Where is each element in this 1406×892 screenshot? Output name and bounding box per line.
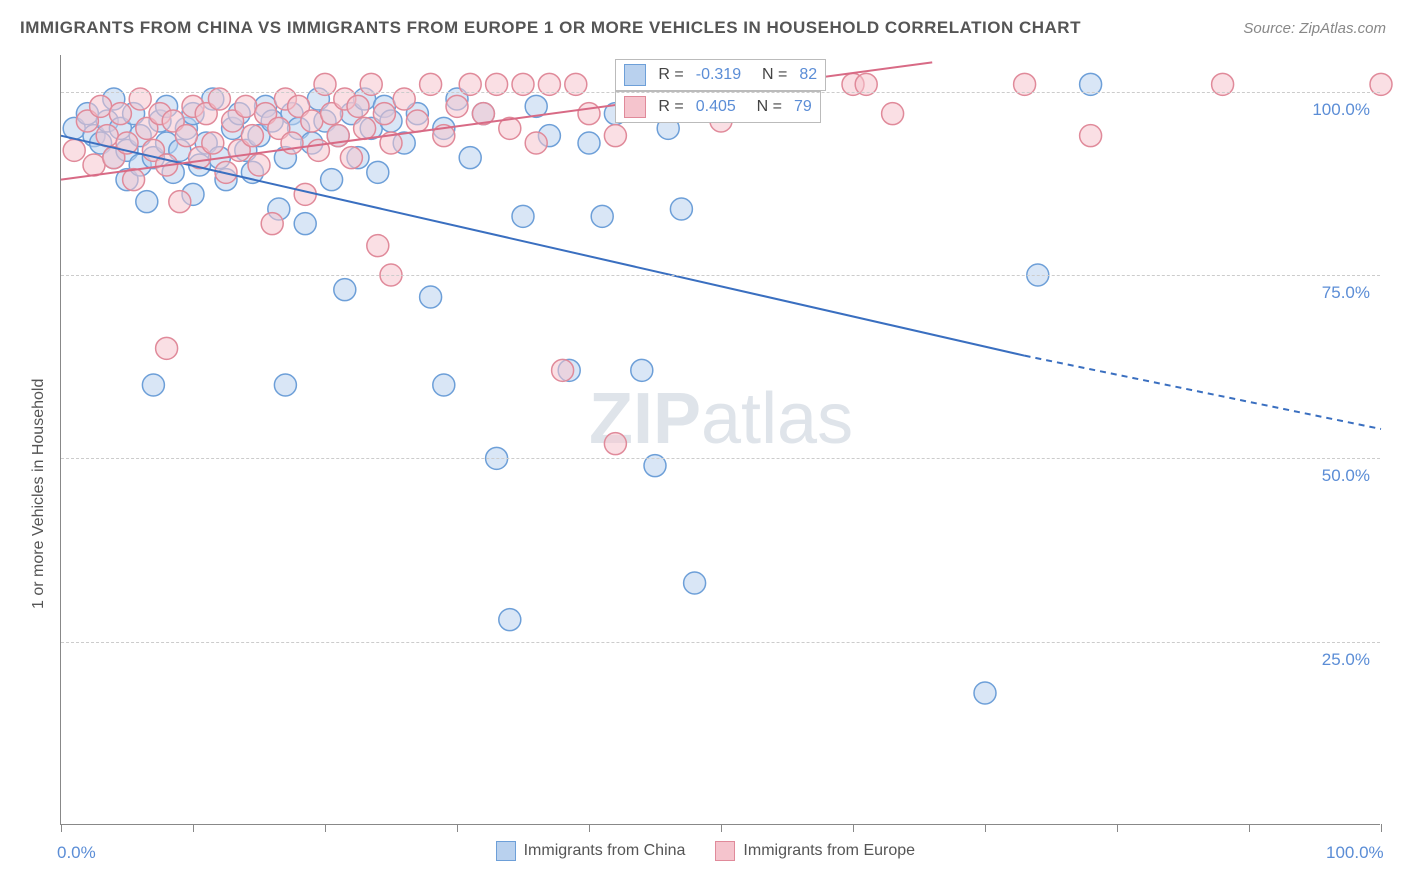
scatter-point (136, 191, 158, 213)
x-tick-mark (325, 824, 326, 832)
scatter-point (281, 132, 303, 154)
x-tick-label: 0.0% (57, 843, 96, 863)
chart-title: IMMIGRANTS FROM CHINA VS IMMIGRANTS FROM… (20, 18, 1081, 38)
scatter-point (96, 125, 118, 147)
trend-line (61, 136, 1025, 356)
title-row: IMMIGRANTS FROM CHINA VS IMMIGRANTS FROM… (20, 18, 1386, 38)
scatter-point (373, 103, 395, 125)
y-tick-label: 100.0% (1312, 100, 1370, 120)
x-tick-mark (457, 824, 458, 832)
x-tick-mark (61, 824, 62, 832)
scatter-point (321, 169, 343, 191)
y-axis-label: 1 or more Vehicles in Household (30, 379, 48, 609)
gridline (61, 642, 1380, 643)
scatter-point (142, 374, 164, 396)
scatter-point (294, 213, 316, 235)
scatter-point (156, 337, 178, 359)
y-tick-label: 50.0% (1322, 466, 1370, 486)
stats-box: R = 0.405 N = 79 (615, 91, 820, 123)
stats-box: R = -0.319 N = 82 (615, 59, 826, 91)
plot-area: ZIPatlas R = -0.319 N = 82R = 0.405 N = … (60, 55, 1380, 825)
scatter-point (406, 110, 428, 132)
legend-label: Immigrants from Europe (743, 842, 915, 860)
scatter-point (202, 132, 224, 154)
scatter-point (347, 95, 369, 117)
scatter-point (499, 609, 521, 631)
scatter-point (446, 95, 468, 117)
scatter-point (109, 103, 131, 125)
scatter-point (459, 147, 481, 169)
x-tick-mark (721, 824, 722, 832)
scatter-point (235, 95, 257, 117)
scatter-point (123, 169, 145, 191)
scatter-point (367, 161, 389, 183)
scatter-point (169, 191, 191, 213)
scatter-point (294, 183, 316, 205)
legend-item: Immigrants from Europe (715, 841, 915, 861)
x-tick-mark (1117, 824, 1118, 832)
x-tick-mark (589, 824, 590, 832)
x-tick-mark (853, 824, 854, 832)
r-value: 0.405 (696, 98, 736, 116)
scatter-point (670, 198, 692, 220)
scatter-point (248, 154, 270, 176)
x-tick-mark (1381, 824, 1382, 832)
gridline (61, 92, 1380, 93)
scatter-point (512, 205, 534, 227)
scatter-point (604, 433, 626, 455)
scatter-point (90, 95, 112, 117)
y-tick-label: 75.0% (1322, 283, 1370, 303)
scatter-point (301, 110, 323, 132)
x-tick-label: 100.0% (1326, 843, 1384, 863)
y-tick-label: 25.0% (1322, 650, 1370, 670)
legend: Immigrants from China Immigrants from Eur… (496, 841, 915, 861)
scatter-point (882, 103, 904, 125)
n-value: 79 (794, 98, 812, 116)
r-value: -0.319 (696, 66, 741, 84)
scatter-point (354, 117, 376, 139)
scatter-point (334, 279, 356, 301)
scatter-point (684, 572, 706, 594)
scatter-point (578, 132, 600, 154)
trend-line-dashed (1025, 356, 1381, 429)
scatter-point (307, 139, 329, 161)
scatter-point (261, 213, 283, 235)
scatter-point (241, 125, 263, 147)
scatter-point (631, 359, 653, 381)
scatter-point (83, 154, 105, 176)
legend-swatch (624, 64, 646, 86)
gridline (61, 275, 1380, 276)
scatter-point (175, 125, 197, 147)
scatter-point (604, 125, 626, 147)
scatter-point (367, 235, 389, 257)
scatter-point (552, 359, 574, 381)
plot-svg (61, 55, 1380, 824)
legend-swatch (715, 841, 735, 861)
scatter-point (974, 682, 996, 704)
scatter-point (1080, 125, 1102, 147)
source-label: Source: ZipAtlas.com (1243, 20, 1386, 37)
scatter-point (63, 139, 85, 161)
legend-swatch (496, 841, 516, 861)
scatter-point (420, 286, 442, 308)
legend-item: Immigrants from China (496, 841, 686, 861)
x-tick-mark (1249, 824, 1250, 832)
gridline (61, 458, 1380, 459)
scatter-point (274, 374, 296, 396)
scatter-point (591, 205, 613, 227)
scatter-point (433, 374, 455, 396)
scatter-point (525, 132, 547, 154)
n-value: 82 (799, 66, 817, 84)
scatter-point (578, 103, 600, 125)
chart-container: IMMIGRANTS FROM CHINA VS IMMIGRANTS FROM… (0, 0, 1406, 892)
x-tick-mark (193, 824, 194, 832)
scatter-point (340, 147, 362, 169)
legend-label: Immigrants from China (524, 842, 686, 860)
legend-swatch (624, 96, 646, 118)
x-tick-mark (985, 824, 986, 832)
